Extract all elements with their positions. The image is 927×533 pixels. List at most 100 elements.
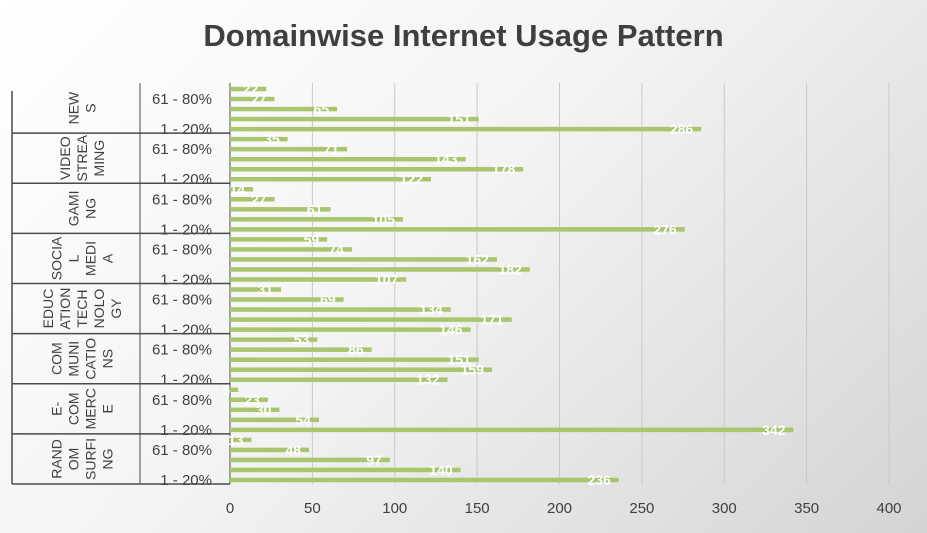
chart-title: Domainwise Internet Usage Pattern xyxy=(203,18,724,53)
data-label: 151 xyxy=(447,352,471,368)
group-label: COMMUNICATIONS xyxy=(49,338,116,380)
bar xyxy=(230,417,319,423)
bar xyxy=(230,277,407,282)
data-label: 65 xyxy=(314,101,330,117)
category-label: 61 - 80% xyxy=(152,91,212,108)
bar xyxy=(230,347,372,352)
category-label: 61 - 80% xyxy=(152,342,212,359)
data-label: 27 xyxy=(251,191,267,207)
data-label: 134 xyxy=(419,302,443,318)
bar xyxy=(230,187,254,192)
category-label: 61 - 80% xyxy=(152,241,212,258)
data-label: 30 xyxy=(256,402,272,418)
bar xyxy=(230,317,512,322)
bar xyxy=(230,377,448,382)
data-label: 74 xyxy=(328,241,344,257)
category-label: 1 - 20% xyxy=(160,422,212,439)
bar xyxy=(230,457,390,463)
data-label: 61 xyxy=(307,201,323,217)
bar xyxy=(230,287,282,292)
data-label: 22 xyxy=(243,81,259,97)
bar xyxy=(230,447,310,453)
data-label: 107 xyxy=(375,271,399,287)
category-label: 61 - 80% xyxy=(152,191,212,208)
category-label: 1 - 20% xyxy=(160,221,212,238)
bar xyxy=(230,357,479,362)
x-tick-label: 100 xyxy=(382,500,407,517)
data-label: 86 xyxy=(348,342,364,358)
category-label: 61 - 80% xyxy=(152,292,212,309)
data-label: 286 xyxy=(670,121,694,137)
category-label: 1 - 20% xyxy=(160,121,212,138)
x-tick-label: 150 xyxy=(465,500,490,517)
category-label: 61 - 80% xyxy=(152,141,212,158)
data-label: 276 xyxy=(653,221,677,237)
data-label: 122 xyxy=(400,171,424,187)
category-label: 1 - 20% xyxy=(160,372,212,389)
group-label: NEWS xyxy=(66,91,99,124)
x-tick-label: 200 xyxy=(547,500,572,517)
data-label: 35 xyxy=(264,131,280,147)
group-label: VIDEOSTREAMING xyxy=(57,134,107,181)
bar xyxy=(230,156,466,162)
data-label: 159 xyxy=(461,362,485,378)
data-label: 182 xyxy=(498,261,522,277)
category-label: 61 - 80% xyxy=(152,392,212,409)
data-label: 178 xyxy=(492,161,516,177)
category-label: 61 - 80% xyxy=(152,442,212,459)
data-label: 162 xyxy=(466,251,490,267)
data-label: 143 xyxy=(434,151,458,167)
bar xyxy=(230,116,479,122)
category-label: 1 - 20% xyxy=(160,171,212,188)
data-label: 48 xyxy=(286,442,302,458)
bar xyxy=(230,477,619,483)
x-tick-label: 300 xyxy=(712,500,737,517)
bar xyxy=(230,106,338,112)
data-label: 146 xyxy=(439,322,463,338)
data-label: 132 xyxy=(416,372,440,388)
bar xyxy=(230,227,685,232)
bar xyxy=(230,166,524,172)
x-tick-label: 350 xyxy=(794,500,819,517)
data-label: 13 xyxy=(228,432,244,448)
bar xyxy=(230,247,352,252)
group-label: E-COMMERCE xyxy=(49,388,116,429)
bar xyxy=(230,176,431,182)
bar xyxy=(230,387,239,393)
bar xyxy=(230,257,497,262)
x-tick-label: 50 xyxy=(304,500,321,517)
data-label: 69 xyxy=(320,292,336,308)
data-label: 97 xyxy=(366,452,382,468)
data-label: 105 xyxy=(372,211,396,227)
group-label: EDUCATIONTECHNOLOGY xyxy=(40,288,124,330)
group-label: RANDOMSURFING xyxy=(49,438,116,480)
bar xyxy=(230,327,471,332)
bar xyxy=(230,367,492,372)
bar xyxy=(230,96,275,102)
bar xyxy=(230,307,451,312)
group-label: SOCIALMEDIA xyxy=(49,236,116,280)
x-tick-label: 250 xyxy=(629,500,654,517)
bar xyxy=(230,297,344,302)
bar xyxy=(230,437,252,443)
data-label: 71 xyxy=(323,141,339,157)
category-label: 1 - 20% xyxy=(160,472,212,489)
category-label: 1 - 20% xyxy=(160,322,212,339)
bar xyxy=(230,237,328,242)
bar xyxy=(230,397,268,403)
bar xyxy=(230,207,331,212)
bar xyxy=(230,126,702,132)
bar xyxy=(230,197,275,202)
bar xyxy=(230,407,280,413)
data-label: 31 xyxy=(257,282,273,298)
x-tick-label: 400 xyxy=(876,500,901,517)
bar xyxy=(230,86,267,92)
data-label: 342 xyxy=(762,422,786,438)
bar xyxy=(230,427,794,433)
bar xyxy=(230,136,288,142)
bar xyxy=(230,146,347,152)
category-label: 1 - 20% xyxy=(160,271,212,288)
data-label: 54 xyxy=(295,412,311,428)
